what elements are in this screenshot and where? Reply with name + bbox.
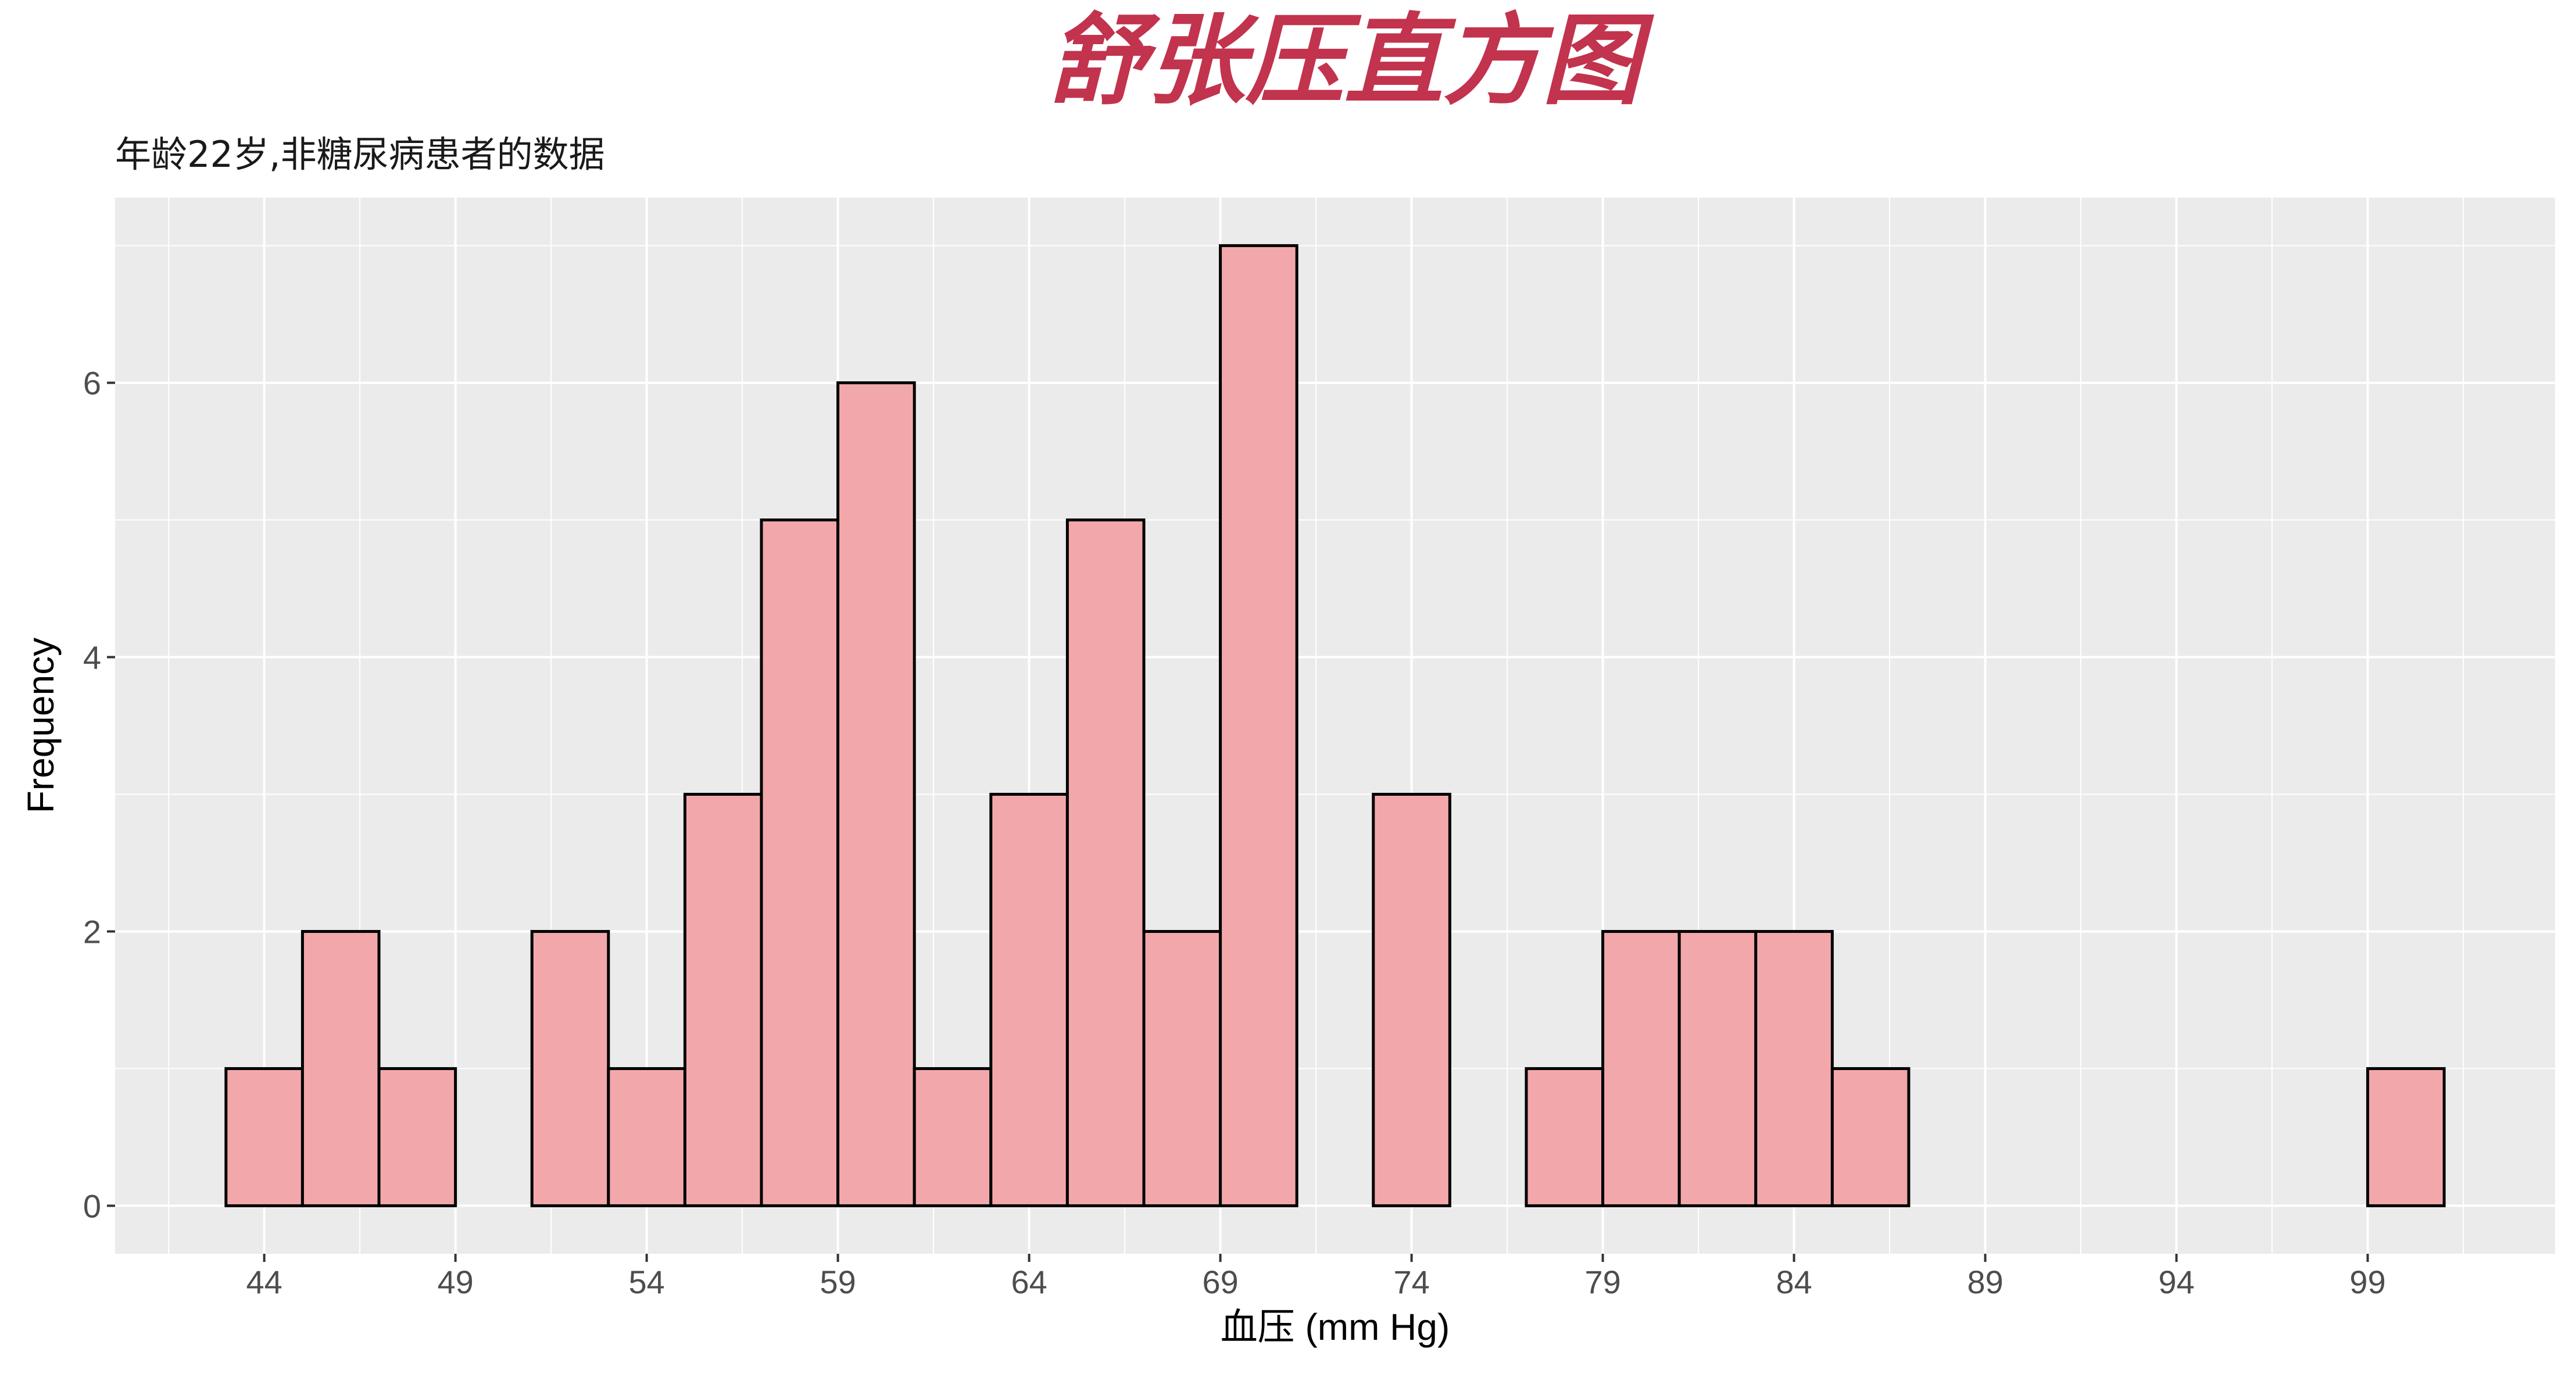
y-tick-label: 2 <box>83 913 101 950</box>
x-tick-label: 84 <box>1776 1264 1812 1300</box>
histogram-bar <box>1065 518 1146 1207</box>
x-axis-title: 血压 (mm Hg) <box>1221 1306 1450 1348</box>
chart-subtitle: 年龄22岁,非糖尿病患者的数据 <box>115 133 605 176</box>
y-axis-title: Frequency <box>20 638 62 813</box>
histogram-bar <box>1525 1067 1605 1207</box>
histogram-bars <box>224 244 2446 1207</box>
histogram-bar <box>1142 929 1222 1207</box>
x-tick-label: 49 <box>437 1264 473 1300</box>
histogram-bar <box>1219 244 1298 1207</box>
histogram-bar <box>2366 1067 2446 1207</box>
histogram-bar <box>760 518 840 1207</box>
histogram-bar <box>530 929 610 1207</box>
plot-panel <box>115 198 2555 1254</box>
histogram-bar <box>1830 1067 1910 1207</box>
histogram-bar <box>989 792 1069 1207</box>
x-tick-label: 79 <box>1584 1264 1620 1300</box>
y-tick-label: 6 <box>83 365 101 402</box>
x-tick-label: 94 <box>2158 1264 2194 1300</box>
x-tick-label: 59 <box>820 1264 856 1300</box>
x-tick-label: 64 <box>1011 1264 1047 1300</box>
histogram-bar <box>1601 929 1681 1207</box>
x-axis: 44 49 54 59 64 69 74 79 84 89 94 99 <box>246 1254 2386 1300</box>
x-tick-label: 99 <box>2349 1264 2385 1300</box>
minor-gridlines <box>115 198 2555 1254</box>
x-tick-label: 74 <box>1393 1264 1429 1300</box>
x-tick-label: 69 <box>1202 1264 1238 1300</box>
histogram-bar <box>1677 929 1758 1207</box>
x-tick-label: 44 <box>246 1264 282 1300</box>
histogram-bar <box>1372 792 1451 1207</box>
histogram-bar <box>913 1067 993 1207</box>
histogram-bar <box>1754 929 1834 1207</box>
histogram-bar <box>300 929 381 1207</box>
y-tick-label: 0 <box>83 1188 101 1224</box>
histogram-bar <box>224 1067 304 1207</box>
histogram-bar <box>377 1067 457 1207</box>
x-tick-label: 54 <box>628 1264 664 1300</box>
chart-title: 舒张压直方图 <box>1048 2 1655 119</box>
y-axis: 0 2 4 6 <box>83 365 115 1224</box>
histogram-bar <box>683 792 763 1207</box>
histogram-bar <box>836 381 916 1207</box>
histogram-bar <box>607 1067 686 1207</box>
y-tick-label: 4 <box>83 639 101 676</box>
x-tick-label: 89 <box>1967 1264 2003 1300</box>
